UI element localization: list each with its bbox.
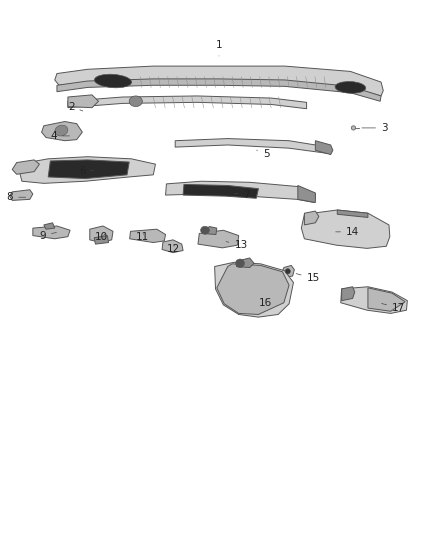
Ellipse shape — [285, 269, 290, 274]
Polygon shape — [368, 288, 405, 311]
Text: 2: 2 — [68, 102, 83, 111]
Polygon shape — [315, 141, 333, 155]
Polygon shape — [57, 79, 381, 101]
Text: 5: 5 — [257, 149, 269, 158]
Polygon shape — [166, 181, 315, 203]
Text: 17: 17 — [381, 303, 405, 313]
Polygon shape — [55, 66, 383, 96]
Polygon shape — [304, 211, 319, 225]
Polygon shape — [198, 230, 239, 248]
Ellipse shape — [129, 96, 142, 107]
Text: 14: 14 — [336, 227, 359, 237]
Text: 3: 3 — [362, 123, 388, 133]
Text: 1: 1 — [215, 41, 223, 56]
Text: 11: 11 — [136, 232, 149, 242]
Polygon shape — [44, 223, 55, 229]
Polygon shape — [162, 240, 183, 253]
Text: 7: 7 — [235, 190, 250, 199]
Ellipse shape — [236, 259, 244, 268]
Polygon shape — [175, 139, 328, 154]
Polygon shape — [68, 95, 99, 108]
Text: 13: 13 — [226, 240, 247, 250]
Polygon shape — [237, 258, 254, 268]
Ellipse shape — [201, 227, 209, 235]
Text: 8: 8 — [7, 192, 26, 202]
Polygon shape — [10, 190, 33, 200]
Polygon shape — [341, 287, 407, 313]
Polygon shape — [298, 185, 315, 203]
Polygon shape — [68, 96, 307, 109]
Polygon shape — [48, 160, 129, 179]
Text: 16: 16 — [258, 298, 272, 308]
Ellipse shape — [55, 125, 68, 136]
Text: 4: 4 — [50, 131, 70, 141]
Polygon shape — [42, 122, 82, 141]
Text: 10: 10 — [95, 232, 108, 242]
Polygon shape — [342, 287, 355, 301]
Ellipse shape — [95, 74, 131, 88]
Text: 6: 6 — [79, 166, 94, 175]
Text: 12: 12 — [166, 244, 180, 254]
Polygon shape — [282, 265, 294, 277]
Polygon shape — [130, 229, 166, 243]
Ellipse shape — [335, 82, 366, 93]
Polygon shape — [33, 226, 70, 239]
Ellipse shape — [351, 126, 356, 130]
Text: 9: 9 — [39, 231, 57, 240]
Polygon shape — [90, 226, 113, 243]
Polygon shape — [202, 227, 217, 235]
Polygon shape — [337, 210, 368, 217]
Polygon shape — [183, 184, 258, 198]
Polygon shape — [12, 160, 39, 174]
Text: 15: 15 — [296, 273, 320, 283]
Polygon shape — [217, 264, 289, 314]
Polygon shape — [215, 262, 293, 317]
Polygon shape — [20, 157, 155, 183]
Polygon shape — [94, 236, 109, 244]
Polygon shape — [301, 210, 390, 248]
